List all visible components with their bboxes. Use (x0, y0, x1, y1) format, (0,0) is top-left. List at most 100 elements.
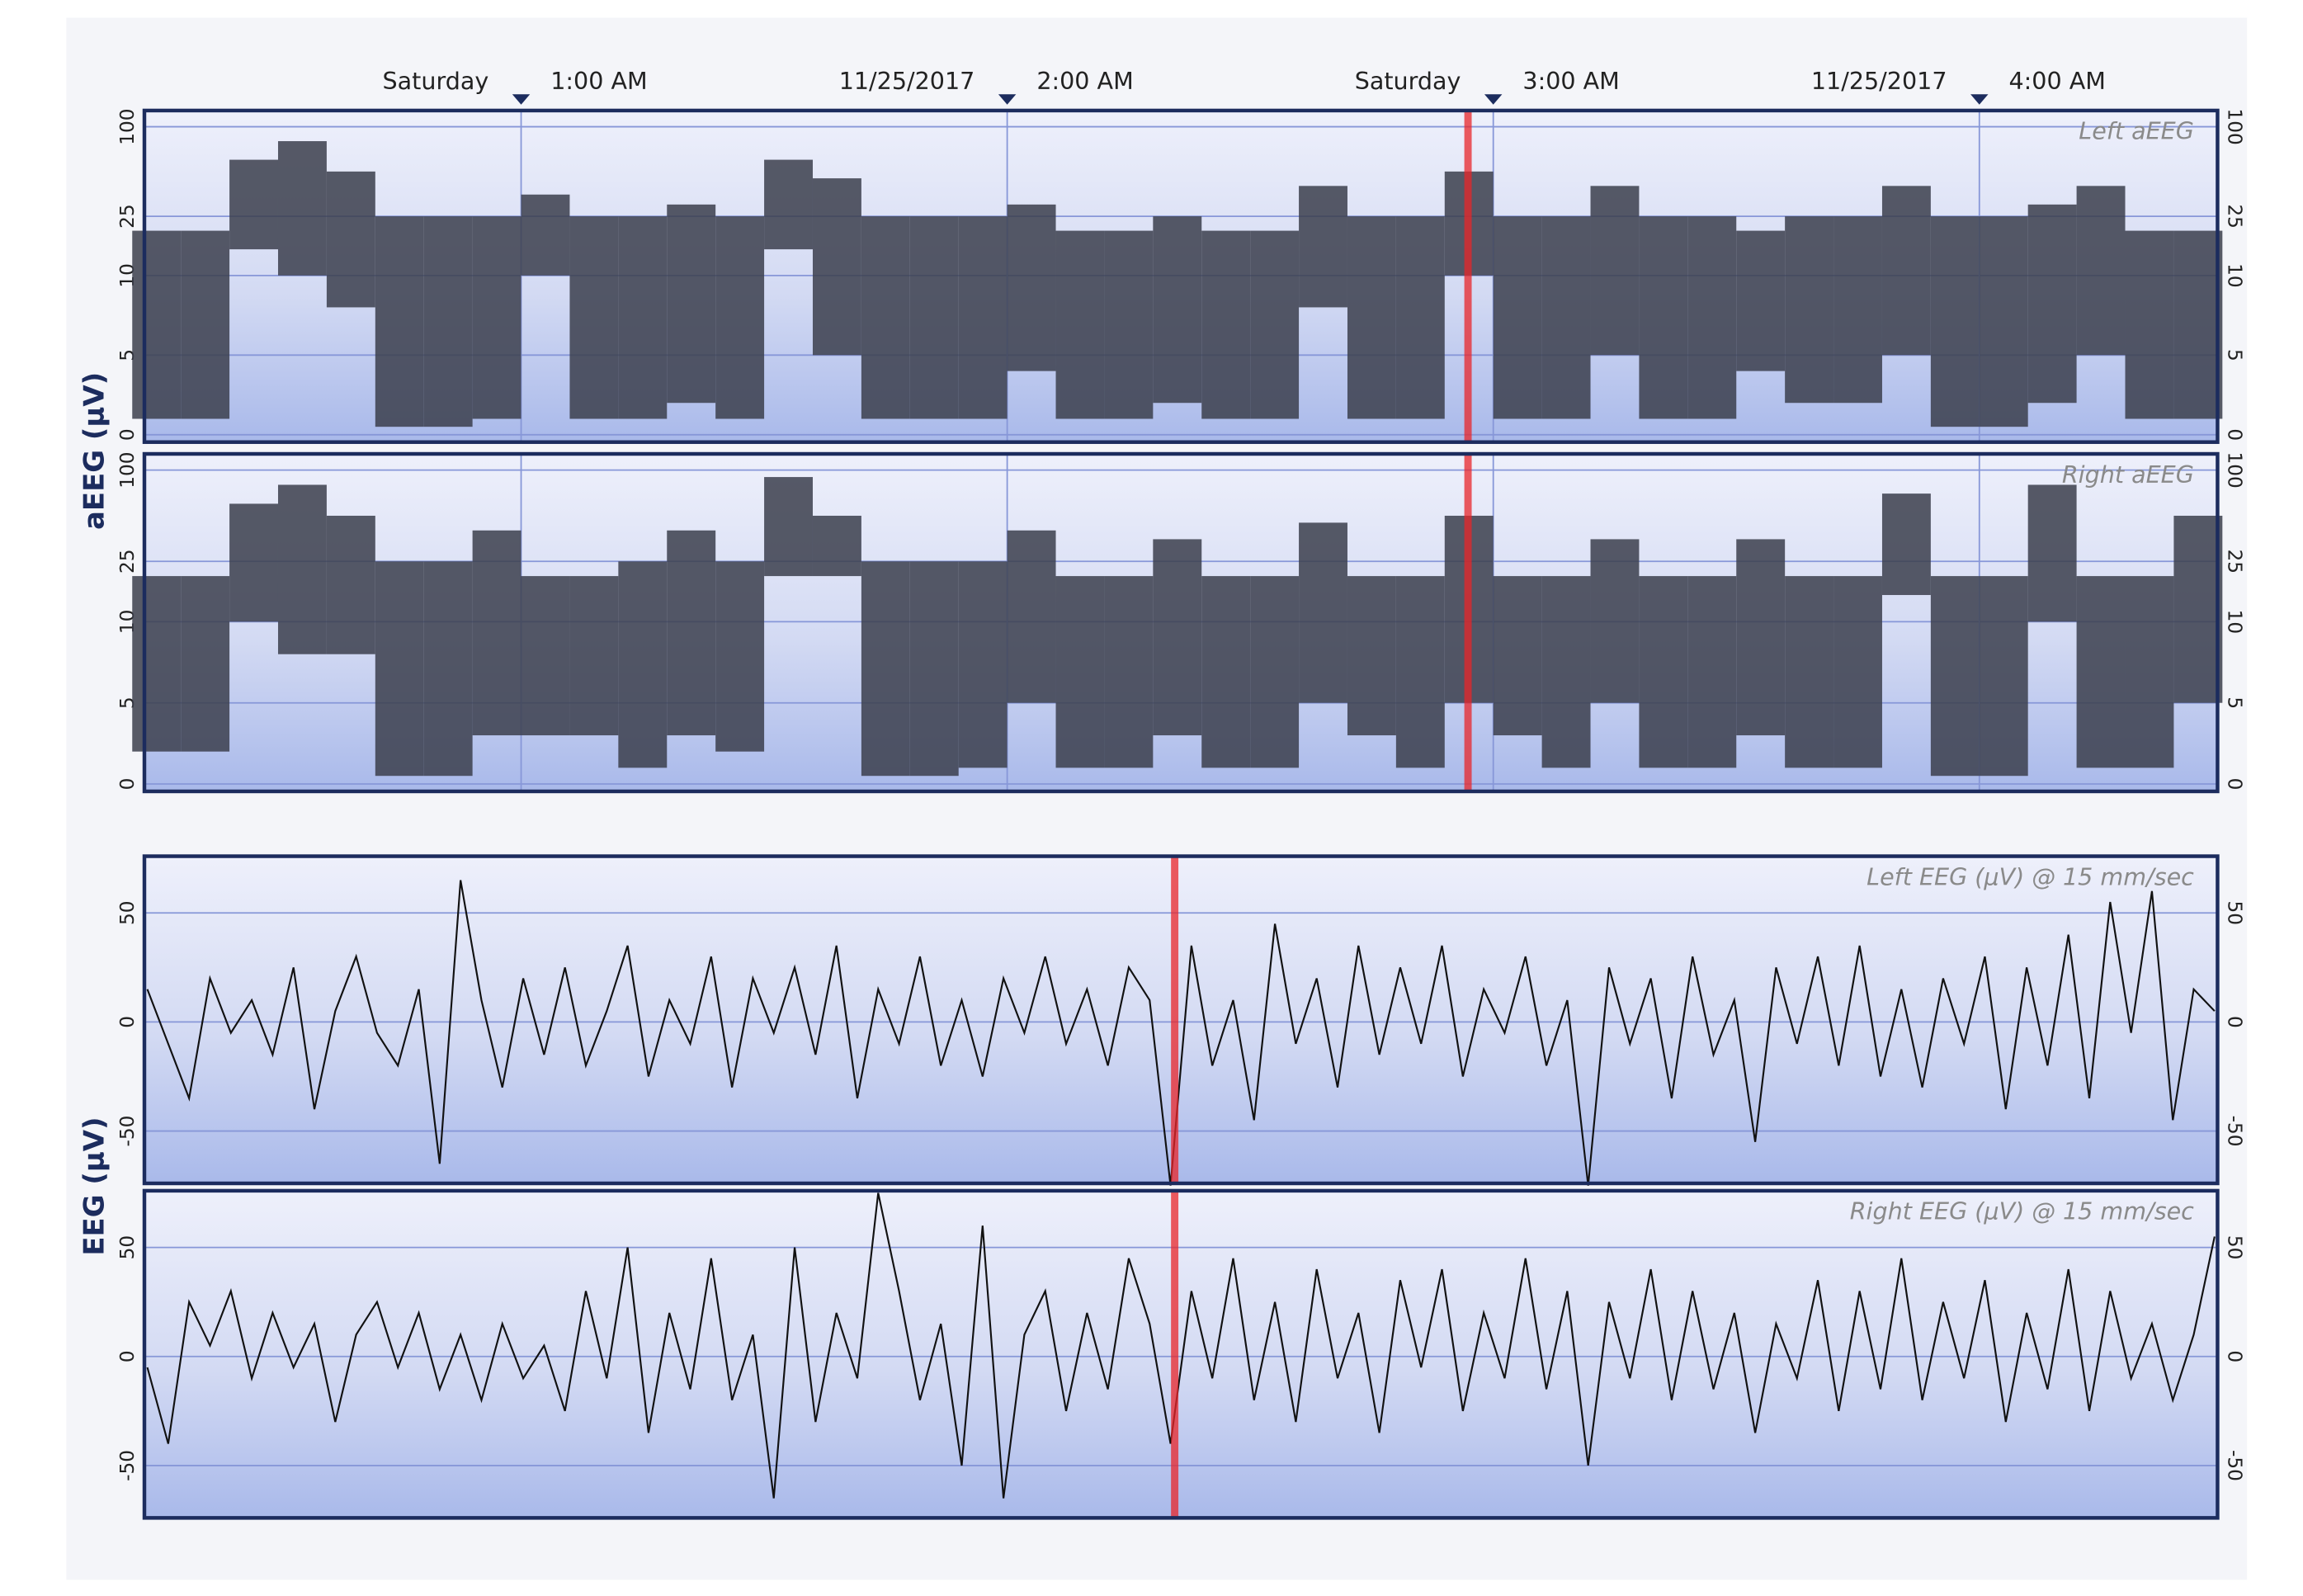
amplitude-band (2076, 186, 2126, 356)
amplitude-band (2027, 484, 2077, 622)
plot-border (142, 451, 2220, 794)
amplitude-band (1590, 539, 1640, 703)
amplitude-band (2125, 576, 2174, 768)
amplitude-band (1833, 576, 1882, 768)
y-tick-label: 50 (116, 900, 139, 925)
amplitude-band (423, 216, 473, 427)
amplitude-band (764, 159, 813, 250)
y-tick-label: -50 (116, 1116, 139, 1147)
y-axis-title: EEG (µV) (78, 1117, 111, 1255)
panel-label: Right aEEG (2062, 460, 2194, 489)
x-tick-date: 11/25/2017 (1811, 67, 1947, 95)
amplitude-band (2173, 230, 2223, 419)
amplitude-band (1104, 576, 1154, 768)
eeg-trace (146, 880, 2216, 1186)
amplitude-band (472, 530, 521, 736)
plot-area (144, 1190, 2218, 1518)
amplitude-band (326, 515, 375, 654)
x-tick-date: 11/25/2017 (839, 67, 975, 95)
amplitude-band (1055, 576, 1105, 768)
amplitude-band (909, 216, 959, 419)
amplitude-band (667, 204, 716, 404)
x-tick-label: 4:00 AM (2008, 67, 2105, 95)
amplitude-band (2027, 204, 2077, 404)
amplitude-band (1881, 493, 1931, 596)
amplitude-band (1250, 576, 1300, 768)
amplitude-band (2173, 515, 2223, 703)
amplitude-band (1541, 216, 1591, 419)
amplitude-band (1833, 216, 1882, 404)
y-tick-label-right: 100 (2224, 452, 2246, 489)
amplitude-band (1299, 186, 1347, 308)
amplitude-band (569, 216, 619, 419)
amplitude-band (715, 216, 765, 419)
amplitude-band (861, 216, 910, 419)
amplitude-band (1493, 576, 1542, 736)
y-tick-label-right: -50 (2224, 1116, 2246, 1147)
amplitude-band (1055, 230, 1105, 419)
amplitude-band (812, 178, 861, 356)
amplitude-band (1639, 576, 1688, 768)
amplitude-band (326, 171, 375, 308)
amplitude-band (423, 561, 473, 777)
amplitude-band (472, 216, 521, 419)
y-tick-label: 0 (116, 1350, 139, 1362)
y-tick-label: 100 (116, 108, 139, 144)
amplitude-band (812, 515, 861, 577)
amplitude-band (1590, 186, 1640, 356)
x-tick-marker (998, 94, 1017, 105)
amplitude-band (229, 503, 278, 622)
amplitude-band (1153, 539, 1202, 736)
amplitude-band (861, 561, 910, 777)
y-tick-label: 0 (116, 778, 139, 791)
y-tick-label-right: 100 (2224, 108, 2246, 144)
y-tick-label-right: 0 (2224, 778, 2246, 791)
amplitude-band (1930, 576, 1980, 777)
amplitude-band (1687, 576, 1737, 768)
amplitude-band (521, 576, 570, 736)
panel-label: Right EEG (µV) @ 15 mm/sec (1850, 1197, 2194, 1225)
amplitude-band (909, 561, 959, 777)
panel-label: Left EEG (µV) @ 15 mm/sec (1866, 862, 2194, 890)
amplitude-band (1299, 522, 1347, 703)
y-tick-label: 25 (116, 204, 139, 229)
plot-border (142, 854, 2220, 1186)
amplitude-band (958, 561, 1008, 768)
amplitude-band (1881, 186, 1931, 356)
amplitude-band (132, 230, 182, 419)
amplitude-band (1736, 539, 1786, 736)
y-tick-label-right: 5 (2224, 696, 2246, 709)
y-tick-label-right: -50 (2224, 1450, 2246, 1481)
y-tick-label: 0 (116, 428, 139, 441)
amplitude-band (1930, 216, 1980, 427)
amplitude-band (2076, 576, 2126, 768)
y-tick-label: 100 (116, 452, 139, 489)
amplitude-band (132, 576, 182, 752)
amplitude-band (1687, 216, 1737, 419)
x-tick-date: Saturday (383, 67, 489, 95)
amplitude-band (1007, 204, 1056, 371)
amplitude-band (1639, 216, 1688, 419)
amplitude-band (181, 230, 230, 419)
y-tick-label-right: 10 (2224, 610, 2246, 635)
amplitude-band (375, 216, 424, 427)
amplitude-band (1007, 530, 1056, 703)
amplitude-band (1347, 576, 1396, 736)
y-tick-label-right: 5 (2224, 349, 2246, 361)
amplitude-band (1201, 230, 1251, 419)
y-tick-label: 25 (116, 550, 139, 574)
y-tick-label-right: 0 (2224, 1350, 2246, 1362)
y-tick-label-right: 0 (2224, 428, 2246, 441)
amplitude-band (521, 194, 570, 276)
x-tick-label: 3:00 AM (1522, 67, 1619, 95)
amplitude-band (1153, 216, 1202, 404)
amplitude-band (181, 576, 230, 752)
amplitude-band (1736, 230, 1786, 371)
plot-area (144, 856, 2218, 1183)
amplitude-band (1785, 216, 1834, 404)
y-tick-label-right: 50 (2224, 1235, 2246, 1260)
amplitude-band (2125, 230, 2174, 419)
amplitude-band (667, 530, 716, 736)
y-tick-label: 50 (116, 1235, 139, 1260)
